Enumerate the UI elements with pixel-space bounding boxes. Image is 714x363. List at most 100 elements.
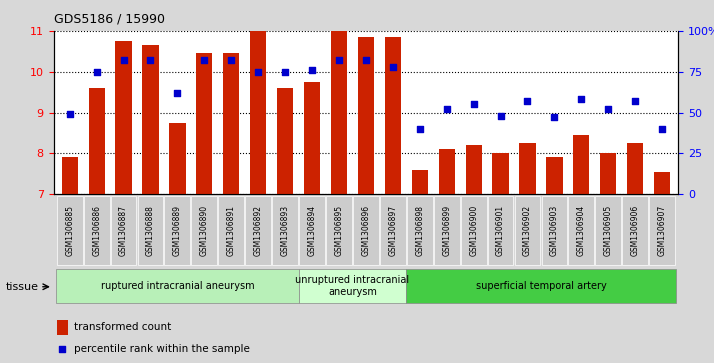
Text: tissue: tissue	[6, 282, 39, 292]
Bar	[493, 153, 508, 194]
Bar	[304, 82, 320, 194]
FancyBboxPatch shape	[272, 196, 298, 265]
FancyBboxPatch shape	[353, 196, 379, 265]
FancyBboxPatch shape	[191, 196, 217, 265]
FancyBboxPatch shape	[568, 196, 594, 265]
Bar	[654, 172, 670, 194]
Text: GSM1306901: GSM1306901	[496, 205, 505, 256]
FancyBboxPatch shape	[515, 196, 540, 265]
Bar	[358, 37, 374, 194]
Point	[603, 106, 614, 112]
Point	[253, 69, 264, 75]
Point	[630, 98, 641, 104]
Point	[414, 126, 426, 132]
Bar	[116, 41, 131, 194]
Text: GSM1306904: GSM1306904	[577, 205, 586, 256]
Bar	[250, 31, 266, 194]
Text: GSM1306896: GSM1306896	[361, 205, 371, 256]
Point	[360, 57, 371, 63]
Text: GSM1306903: GSM1306903	[550, 205, 559, 256]
FancyBboxPatch shape	[84, 196, 109, 265]
FancyBboxPatch shape	[488, 196, 513, 265]
Bar	[196, 53, 213, 194]
Point	[279, 69, 291, 75]
FancyBboxPatch shape	[407, 196, 433, 265]
Text: percentile rank within the sample: percentile rank within the sample	[74, 344, 249, 354]
Point	[333, 57, 345, 63]
Point	[495, 113, 506, 119]
Text: GDS5186 / 15990: GDS5186 / 15990	[54, 13, 164, 26]
Bar	[546, 158, 563, 194]
Bar	[573, 135, 590, 194]
Point	[198, 57, 210, 63]
Bar	[519, 143, 536, 194]
Point	[575, 97, 587, 102]
Text: GSM1306907: GSM1306907	[658, 205, 667, 256]
Bar	[142, 45, 159, 194]
Text: transformed count: transformed count	[74, 322, 171, 333]
Point	[549, 115, 560, 121]
Bar	[56, 320, 68, 335]
FancyBboxPatch shape	[246, 196, 271, 265]
Bar	[277, 88, 293, 194]
FancyBboxPatch shape	[595, 196, 621, 265]
FancyBboxPatch shape	[138, 196, 164, 265]
FancyBboxPatch shape	[380, 196, 406, 265]
Text: GSM1306902: GSM1306902	[523, 205, 532, 256]
Text: GSM1306885: GSM1306885	[65, 205, 74, 256]
Text: GSM1306899: GSM1306899	[442, 205, 451, 256]
Text: GSM1306888: GSM1306888	[146, 205, 155, 256]
FancyBboxPatch shape	[164, 196, 191, 265]
FancyBboxPatch shape	[461, 196, 486, 265]
Text: unruptured intracranial
aneurysm: unruptured intracranial aneurysm	[296, 275, 410, 297]
Point	[522, 98, 533, 104]
Bar	[600, 153, 616, 194]
Text: GSM1306905: GSM1306905	[604, 205, 613, 256]
FancyBboxPatch shape	[218, 196, 244, 265]
FancyBboxPatch shape	[434, 196, 460, 265]
Bar	[627, 143, 643, 194]
Bar	[412, 170, 428, 194]
Point	[171, 90, 183, 96]
FancyBboxPatch shape	[326, 196, 352, 265]
FancyBboxPatch shape	[623, 196, 648, 265]
Point	[441, 106, 453, 112]
Text: GSM1306906: GSM1306906	[630, 205, 640, 256]
Bar	[223, 53, 239, 194]
FancyBboxPatch shape	[298, 269, 406, 303]
Text: GSM1306890: GSM1306890	[200, 205, 209, 256]
Bar	[466, 145, 482, 194]
Text: ruptured intracranial aneurysm: ruptured intracranial aneurysm	[101, 281, 254, 291]
Point	[145, 57, 156, 63]
Text: superficial temporal artery: superficial temporal artery	[476, 281, 606, 291]
Bar	[89, 88, 105, 194]
FancyBboxPatch shape	[111, 196, 136, 265]
FancyBboxPatch shape	[299, 196, 325, 265]
FancyBboxPatch shape	[541, 196, 568, 265]
Bar	[385, 37, 401, 194]
FancyBboxPatch shape	[57, 196, 83, 265]
Text: GSM1306894: GSM1306894	[308, 205, 316, 256]
Point	[656, 126, 668, 132]
FancyBboxPatch shape	[56, 269, 298, 303]
Bar	[61, 158, 78, 194]
Point	[64, 111, 76, 117]
Text: GSM1306889: GSM1306889	[173, 205, 182, 256]
Text: GSM1306886: GSM1306886	[92, 205, 101, 256]
Bar	[331, 31, 347, 194]
Point	[387, 64, 398, 70]
Point	[306, 67, 318, 73]
Text: GSM1306898: GSM1306898	[416, 205, 424, 256]
Point	[468, 101, 479, 107]
Bar	[438, 149, 455, 194]
FancyBboxPatch shape	[406, 269, 675, 303]
Text: GSM1306900: GSM1306900	[469, 205, 478, 256]
Text: GSM1306892: GSM1306892	[253, 205, 263, 256]
Text: GSM1306887: GSM1306887	[119, 205, 128, 256]
Point	[440, 205, 451, 211]
Bar	[169, 123, 186, 194]
Point	[226, 57, 237, 63]
Text: GSM1306895: GSM1306895	[334, 205, 343, 256]
Point	[91, 69, 102, 75]
Text: GSM1306891: GSM1306891	[227, 205, 236, 256]
